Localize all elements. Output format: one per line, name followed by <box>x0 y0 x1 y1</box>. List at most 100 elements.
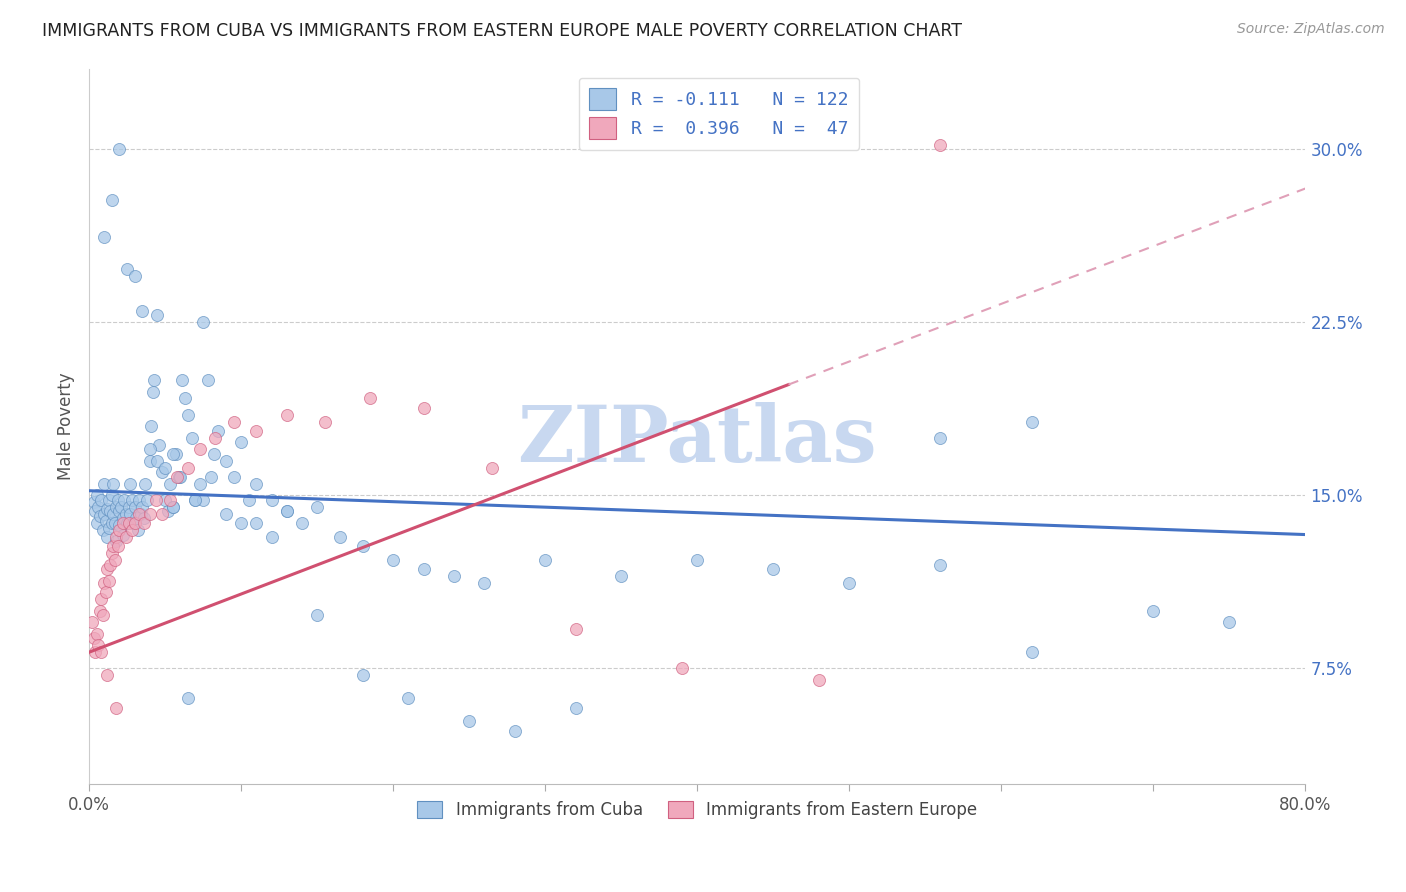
Point <box>139 454 162 468</box>
Point <box>929 431 952 445</box>
Point <box>125 511 148 525</box>
Y-axis label: Male Poverty: Male Poverty <box>58 372 75 480</box>
Point <box>96 668 118 682</box>
Point <box>166 470 188 484</box>
Point <box>101 488 124 502</box>
Point <box>86 627 108 641</box>
Point <box>159 492 181 507</box>
Point <box>291 516 314 530</box>
Point <box>146 454 169 468</box>
Point <box>124 500 146 514</box>
Point <box>93 507 115 521</box>
Point <box>96 502 118 516</box>
Point <box>97 492 120 507</box>
Point <box>114 507 136 521</box>
Point <box>120 507 142 521</box>
Legend: Immigrants from Cuba, Immigrants from Eastern Europe: Immigrants from Cuba, Immigrants from Ea… <box>411 794 984 825</box>
Point <box>807 673 830 687</box>
Point <box>150 465 173 479</box>
Point <box>91 608 114 623</box>
Point <box>103 507 125 521</box>
Point <box>686 553 709 567</box>
Point <box>170 373 193 387</box>
Point <box>121 523 143 537</box>
Point <box>104 553 127 567</box>
Point <box>153 460 176 475</box>
Point <box>97 521 120 535</box>
Point <box>307 500 329 514</box>
Point <box>260 492 283 507</box>
Point <box>114 530 136 544</box>
Point <box>84 645 107 659</box>
Point <box>128 492 150 507</box>
Point <box>96 562 118 576</box>
Point <box>89 604 111 618</box>
Point <box>112 492 135 507</box>
Point <box>139 442 162 457</box>
Point <box>474 576 496 591</box>
Point <box>90 492 112 507</box>
Point <box>1021 645 1043 659</box>
Point <box>1218 615 1240 630</box>
Point <box>108 518 131 533</box>
Text: ZIPatlas: ZIPatlas <box>517 402 877 478</box>
Text: IMMIGRANTS FROM CUBA VS IMMIGRANTS FROM EASTERN EUROPE MALE POVERTY CORRELATION : IMMIGRANTS FROM CUBA VS IMMIGRANTS FROM … <box>42 22 962 40</box>
Point <box>107 492 129 507</box>
Point <box>104 516 127 530</box>
Point <box>177 408 200 422</box>
Point <box>184 492 207 507</box>
Point <box>671 661 693 675</box>
Point <box>105 530 128 544</box>
Point <box>412 401 434 415</box>
Point <box>84 504 107 518</box>
Point <box>108 523 131 537</box>
Point <box>929 137 952 152</box>
Point <box>929 558 952 572</box>
Point <box>534 553 557 567</box>
Point <box>93 576 115 591</box>
Point <box>146 309 169 323</box>
Point <box>159 476 181 491</box>
Point <box>222 470 245 484</box>
Point <box>162 500 184 514</box>
Point <box>202 447 225 461</box>
Point <box>110 500 132 514</box>
Point <box>134 476 156 491</box>
Point <box>173 392 195 406</box>
Point <box>83 495 105 509</box>
Point <box>564 622 586 636</box>
Point <box>129 507 152 521</box>
Point <box>115 262 138 277</box>
Point <box>412 562 434 576</box>
Point <box>128 507 150 521</box>
Point <box>165 447 187 461</box>
Point <box>143 373 166 387</box>
Point <box>245 516 267 530</box>
Point <box>121 492 143 507</box>
Point <box>197 373 219 387</box>
Point <box>117 516 139 530</box>
Point <box>82 615 104 630</box>
Point <box>141 419 163 434</box>
Point <box>90 645 112 659</box>
Point <box>177 460 200 475</box>
Point <box>107 539 129 553</box>
Point <box>117 500 139 514</box>
Point <box>238 492 260 507</box>
Point <box>191 492 214 507</box>
Point <box>162 447 184 461</box>
Point <box>396 691 419 706</box>
Point <box>200 470 222 484</box>
Point <box>245 424 267 438</box>
Point <box>105 500 128 514</box>
Point <box>245 476 267 491</box>
Point <box>352 668 374 682</box>
Point <box>188 442 211 457</box>
Point <box>157 504 180 518</box>
Point <box>98 504 121 518</box>
Point <box>352 539 374 553</box>
Point <box>105 700 128 714</box>
Point <box>103 539 125 553</box>
Point <box>108 142 131 156</box>
Point <box>181 431 204 445</box>
